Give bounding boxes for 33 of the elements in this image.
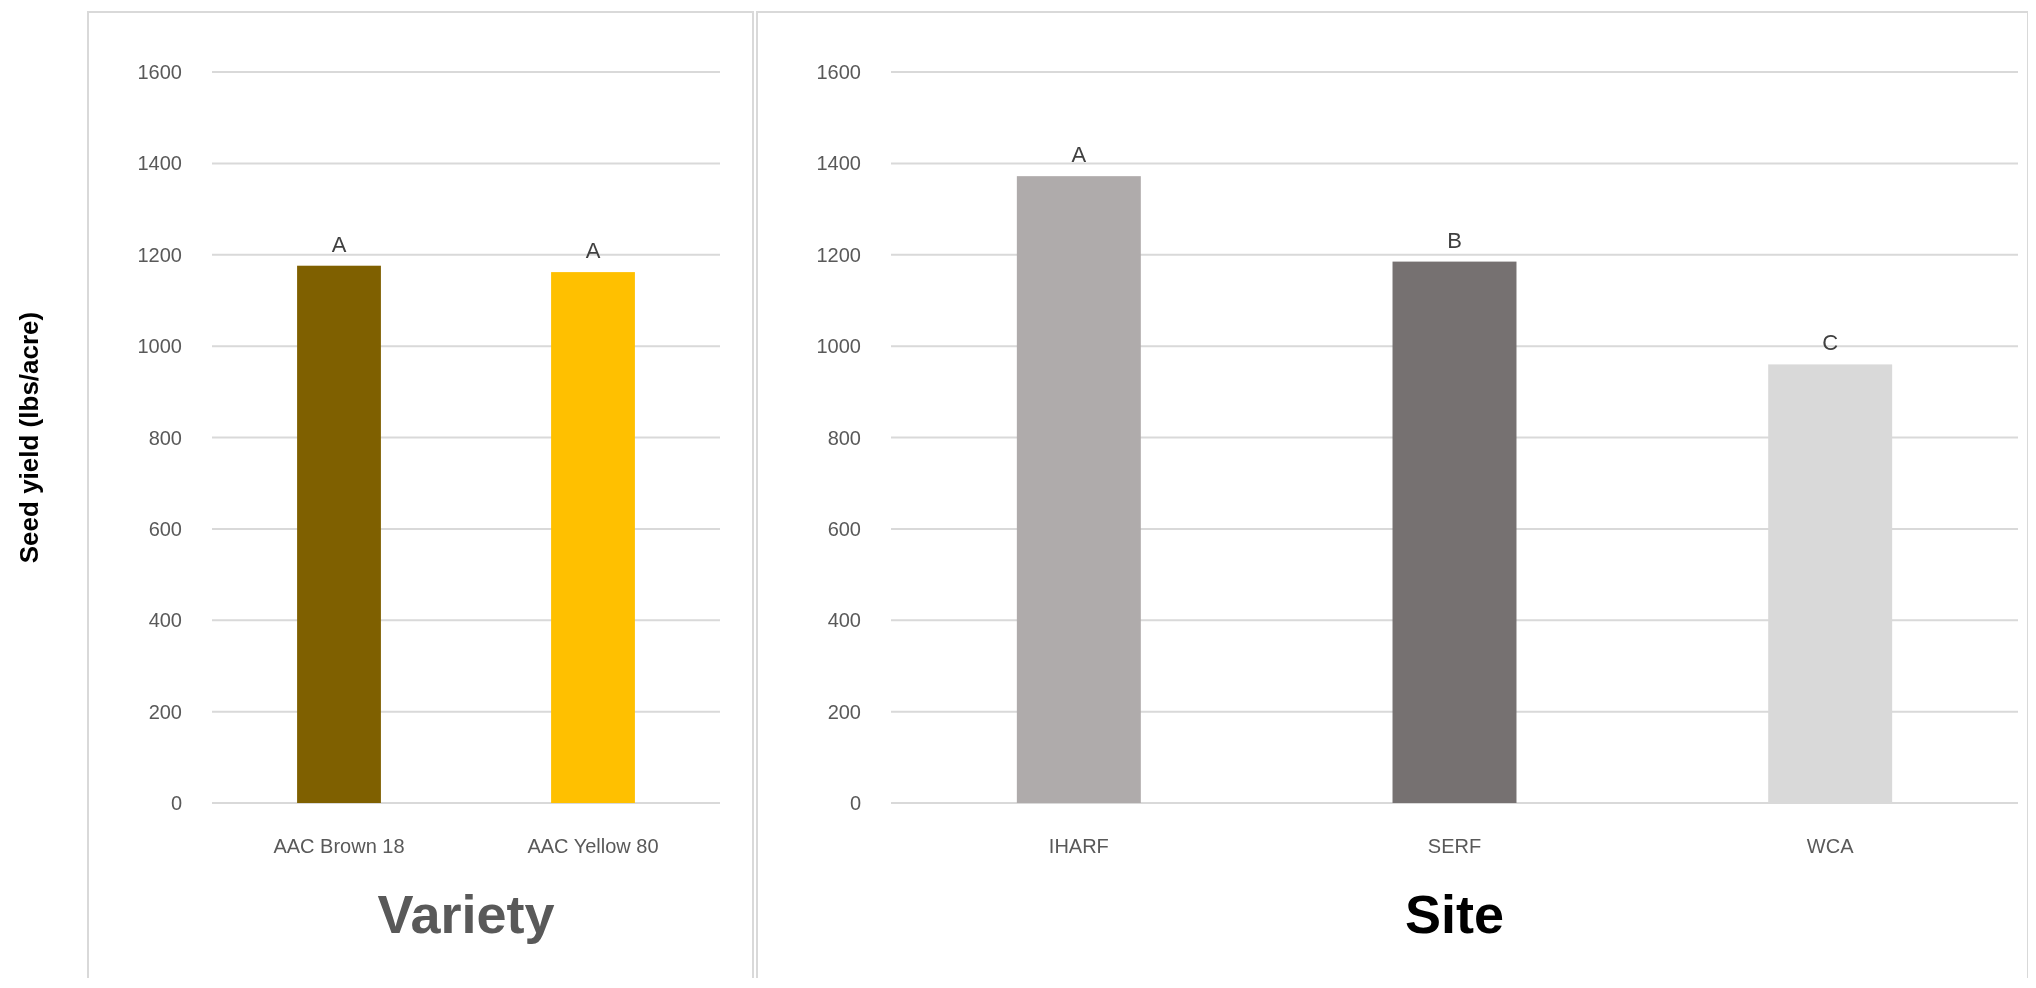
annotation: A — [331, 231, 347, 257]
y-tick-label: 1600 — [137, 61, 182, 83]
bar — [1392, 261, 1517, 803]
y-tick-label: 0 — [849, 792, 861, 814]
y-tick-label: 1000 — [816, 335, 861, 358]
y-tick-label: 0 — [170, 792, 182, 814]
x-tick-label: IHARF — [1048, 835, 1109, 857]
y-tick-label: 1600 — [816, 61, 861, 83]
y-tick-label: 200 — [827, 700, 861, 723]
y-tick-label: 800 — [827, 426, 861, 449]
x-tick-label: WCA — [1806, 835, 1855, 857]
x-tick-label: SERF — [1427, 835, 1482, 857]
y-tick-label: 1400 — [816, 152, 861, 175]
x-axis-title: Variety — [377, 884, 555, 944]
y-tick-label: 600 — [148, 517, 182, 540]
x-axis-title: Site — [1404, 884, 1505, 944]
y-tick-label: 600 — [827, 517, 861, 540]
annotation: C — [1822, 330, 1839, 356]
annotation: B — [1447, 227, 1462, 253]
annotation: A — [1071, 142, 1087, 168]
y-tick-label: 200 — [148, 700, 182, 723]
y-tick-label: 400 — [827, 609, 861, 632]
y-tick-label: 1000 — [137, 335, 182, 358]
y-tick-label: 1200 — [816, 243, 861, 266]
y-tick-label: 1200 — [137, 243, 182, 266]
y-tick-label: 400 — [148, 609, 182, 632]
x-tick-label: AAC Brown 18 — [273, 835, 405, 857]
y-tick-label: 800 — [148, 426, 182, 449]
y-axis-title: Seed yield (lbs/acre) — [14, 311, 44, 564]
annotation: A — [585, 238, 601, 264]
y-tick-label: 1400 — [137, 152, 182, 175]
x-tick-label: AAC Yellow 80 — [527, 835, 659, 857]
bar — [1016, 176, 1141, 803]
